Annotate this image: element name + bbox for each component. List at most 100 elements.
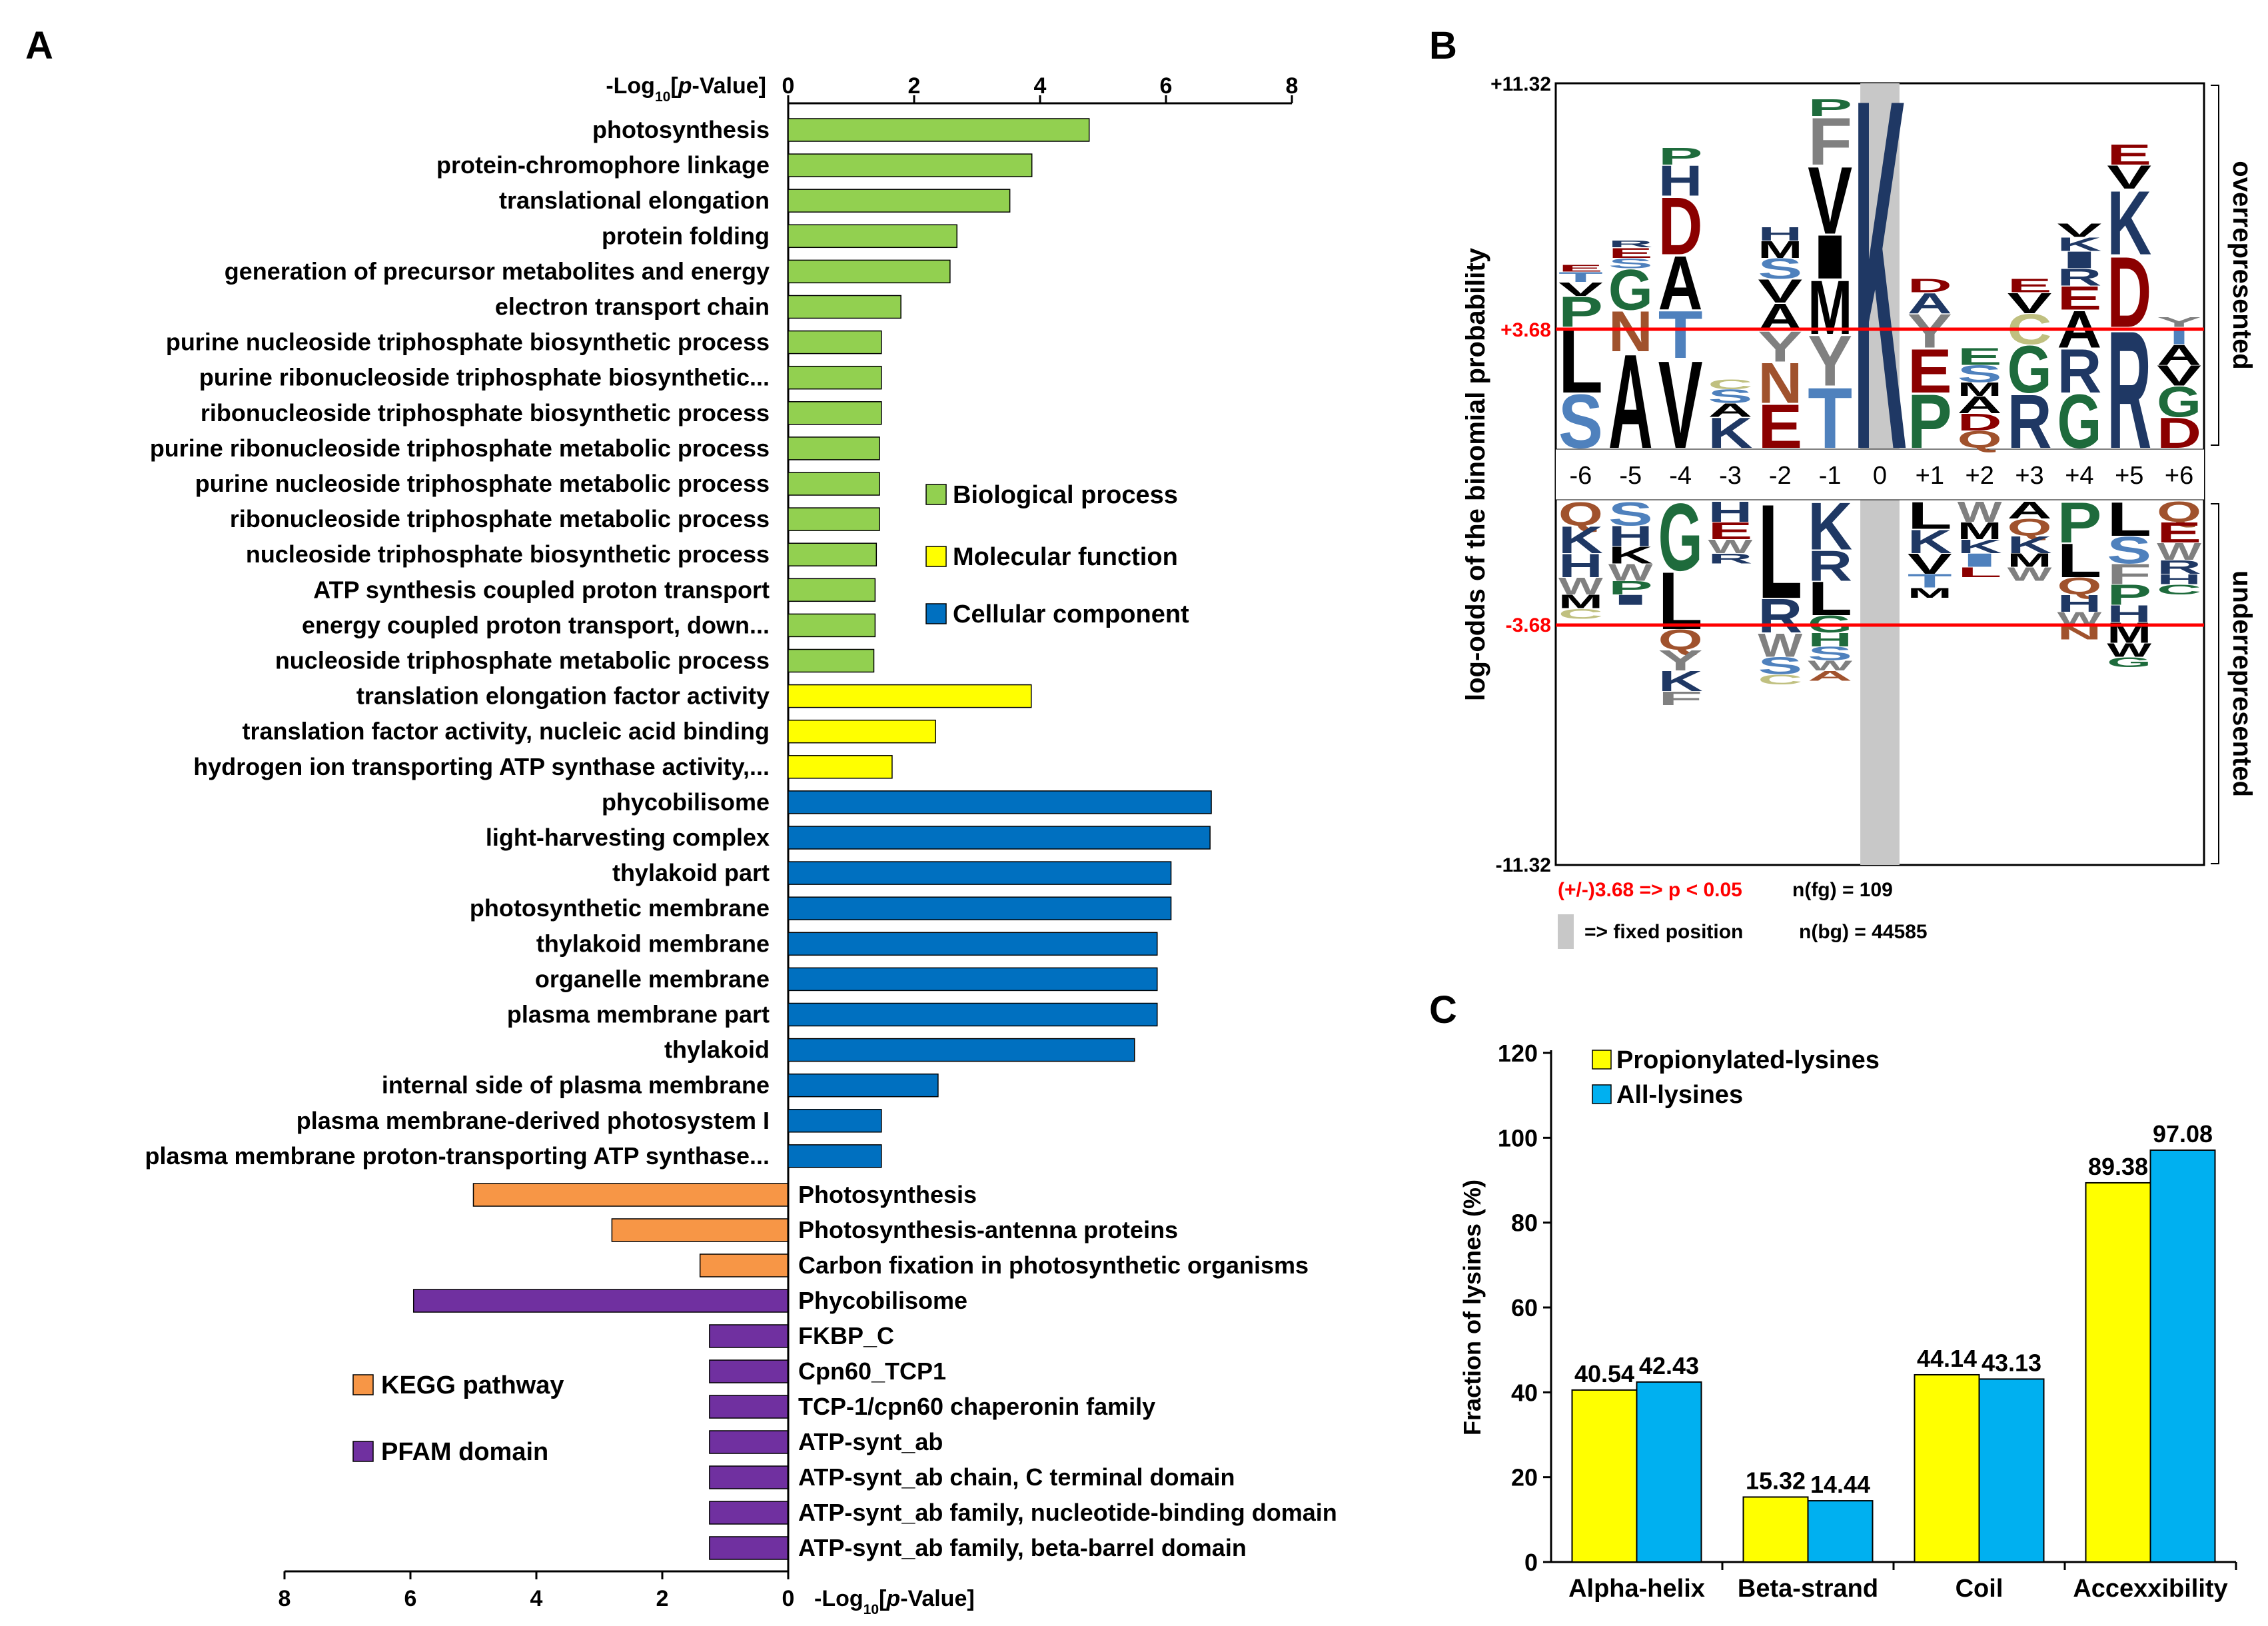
fixed-position-swatch [1558, 914, 1574, 949]
bar [709, 1395, 789, 1419]
logo-letter: Q [2157, 496, 2201, 528]
bar-label: translation elongation factor activity [356, 682, 770, 710]
bar-value-label: 89.38 [2088, 1153, 2148, 1180]
logo-letter: V [1658, 335, 1703, 474]
legend-label: Biological process [953, 481, 1178, 509]
bar [709, 1536, 789, 1560]
logo-letter: H [2107, 600, 2151, 627]
position-label: +6 [2165, 462, 2193, 490]
y-tick-label: 100 [1498, 1124, 1538, 1152]
logo-letter: D [1908, 275, 1952, 296]
logo-letter: T [1658, 298, 1703, 373]
logo-letter: V [1808, 148, 1852, 255]
logo-letter: W [1558, 572, 1603, 599]
legend-label: PFAM domain [381, 1438, 548, 1466]
logo-letter: R [2157, 556, 2201, 578]
bar [788, 1109, 882, 1133]
logo-letter: L [1808, 572, 1852, 626]
logo-letter: I [1608, 592, 1653, 608]
logo-letter: C [1708, 377, 1753, 393]
y-tick-label: 120 [1498, 1040, 1538, 1067]
bar-label: translational elongation [499, 187, 770, 214]
bar [788, 401, 882, 425]
logo-letter: R [2107, 295, 2151, 484]
bar [788, 1038, 1135, 1062]
tick-label: 6 [1160, 73, 1173, 99]
logo-letter: Y [1808, 321, 1852, 401]
logo-letter: I [1958, 549, 2002, 570]
logo-letter: E [1708, 517, 1753, 544]
axis-label-part: p [885, 1586, 900, 1611]
position-axis-band [1556, 449, 2204, 500]
position-label: -2 [1769, 462, 1792, 490]
position-label: +3 [2015, 462, 2043, 490]
logo-letter: A [1658, 240, 1703, 326]
logo-letter: S [1608, 255, 1653, 271]
logo-letter: H [2057, 590, 2101, 616]
logo-letter: K [1608, 542, 1653, 568]
logo-letter: C [2157, 582, 2201, 598]
bar [788, 436, 880, 460]
logo-letter: E [1758, 391, 1802, 461]
tick-label: 4 [530, 1586, 543, 1611]
logo-letter: T [2157, 323, 2201, 349]
logo-letter: E [2007, 275, 2052, 296]
logo-letter: L [1908, 494, 1952, 537]
bar-label: Cpn60_TCP1 [798, 1357, 946, 1385]
logo-letter: W [2107, 639, 2151, 660]
axis-label-part: 10 [655, 89, 670, 105]
logo-letter: H [1808, 629, 1852, 650]
go-enrichment-chart: 0 2 4 6 8 -Log10[p-Value] photosynthesis protei… [145, 73, 1298, 1185]
logo-letter: L [2107, 492, 2151, 546]
logo-letter: E [1958, 343, 2002, 370]
logo-letter: G [2107, 654, 2151, 670]
logo-letter: W [2157, 538, 2201, 565]
bar [788, 1002, 1158, 1027]
position-label: 0 [1873, 462, 1887, 490]
bar [788, 826, 1211, 850]
bar [709, 1465, 789, 1489]
logo-letter: V [2157, 360, 2201, 392]
bar [1636, 1381, 1702, 1563]
logo-letter: R [2007, 378, 2052, 464]
bar-label: ATP-synt_ab chain, C terminal domain [798, 1463, 1235, 1491]
position-label: +1 [1916, 462, 1944, 490]
fixed-note: => fixed position [1584, 921, 1743, 943]
bar [788, 507, 880, 531]
bar [788, 1144, 882, 1168]
legend-swatch [1592, 1084, 1612, 1104]
logo-letter: K [1658, 665, 1703, 697]
bar-label: nucleoside triphosphate metabolic proces… [275, 647, 770, 674]
bar [788, 613, 876, 638]
category-label: Beta-strand [1738, 1575, 1878, 1603]
logo-letter: S [1958, 361, 2002, 387]
logo-letter: E [2157, 517, 2201, 549]
logo-letter: M [1908, 585, 1952, 601]
logo-letter: N [1608, 299, 1653, 363]
panel-letter-b: B [1429, 24, 1457, 67]
bar-value-label: 15.32 [1746, 1467, 1806, 1494]
tick-label: 6 [404, 1586, 417, 1611]
bar-label: Phycobilisome [798, 1287, 967, 1314]
logo-letter: D [1958, 408, 2002, 435]
logo-letter: F [2107, 558, 2151, 590]
logo-letter: P [2057, 490, 2101, 555]
logo-letter: W [1958, 496, 2002, 528]
over-bracket [2211, 85, 2219, 446]
logo-letter: Q [2057, 572, 2101, 599]
logo-letter: H [1658, 157, 1703, 205]
logo-letter: I [2057, 247, 2101, 273]
bar [788, 330, 882, 355]
logo-letter: V [2057, 219, 2101, 241]
bg-note: n(bg) = 44585 [1799, 921, 1928, 943]
logo-letter: Y [1658, 644, 1703, 676]
logo-letter: S [1608, 494, 1653, 532]
y-tick-label: 60 [1511, 1294, 1538, 1321]
position-label: -1 [1819, 462, 1842, 490]
bar [1978, 1378, 2045, 1563]
y-tick-label: 80 [1511, 1210, 1538, 1237]
threshold-pos-label: +3.68 [1500, 319, 1551, 341]
under-bracket [2211, 503, 2219, 864]
underrepresented-label: underrepresented [2227, 570, 2257, 797]
logo-letter: Q [2007, 514, 2052, 540]
